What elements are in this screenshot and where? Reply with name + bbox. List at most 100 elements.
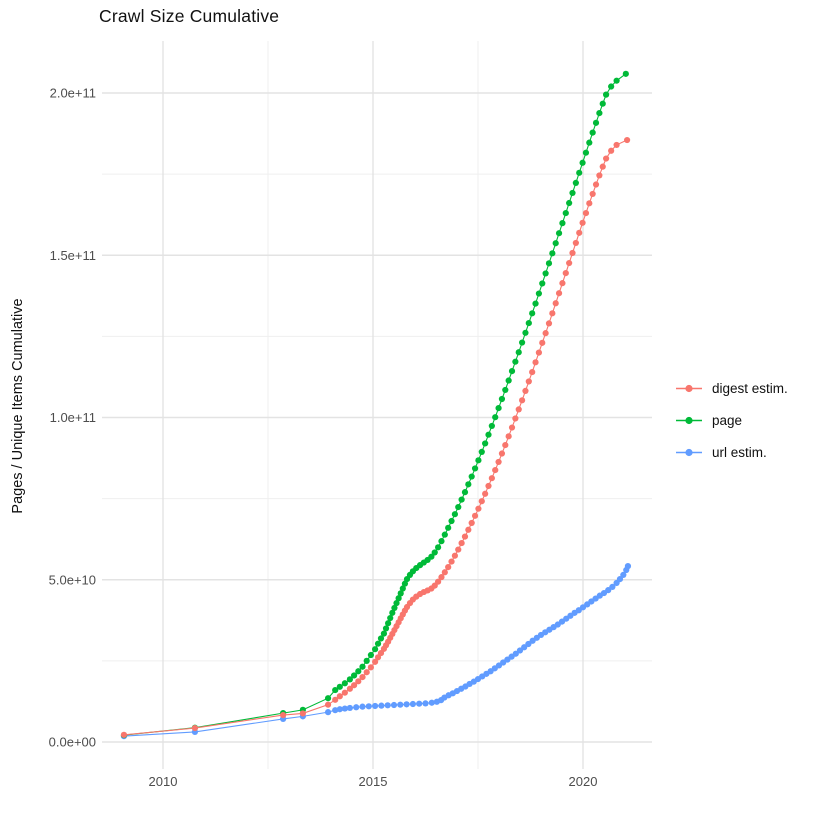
legend-label: page xyxy=(712,413,743,428)
data-point-page xyxy=(485,431,492,438)
data-point-digest-estim xyxy=(435,578,442,585)
y-tick-label: 1.0e+11 xyxy=(50,410,96,425)
data-point-digest-estim xyxy=(529,368,536,376)
data-point-digest-estim xyxy=(455,546,462,553)
data-point-page xyxy=(351,672,358,679)
data-point-url-estim xyxy=(390,701,398,709)
data-point-page xyxy=(341,680,348,687)
data-point-digest-estim xyxy=(346,685,353,692)
data-point-page xyxy=(495,404,502,412)
data-point-digest-estim xyxy=(451,552,458,559)
data-point-page xyxy=(566,199,573,207)
data-point-digest-estim xyxy=(458,539,465,547)
data-point-page xyxy=(582,149,590,156)
data-point-digest-estim xyxy=(603,155,610,162)
data-point-page xyxy=(502,386,509,394)
data-point-url-estim xyxy=(605,587,612,594)
data-point-digest-estim xyxy=(512,415,519,422)
data-point-page xyxy=(455,503,462,511)
data-point-digest-estim xyxy=(482,490,489,497)
y-tick-label: 5.0e+10 xyxy=(49,572,96,587)
data-point-page xyxy=(435,544,442,551)
legend-key-dot xyxy=(685,416,693,425)
data-point-url-estim xyxy=(336,706,343,713)
data-point-page xyxy=(393,600,400,607)
legend-item-url-estim: url estim. xyxy=(676,442,788,463)
data-point-url-estim xyxy=(516,647,524,654)
data-point-page xyxy=(572,179,579,186)
data-point-page xyxy=(395,595,402,602)
data-point-page xyxy=(592,119,600,126)
data-point-digest-estim xyxy=(522,387,529,394)
data-point-digest-estim xyxy=(596,172,603,179)
data-point-page xyxy=(478,448,485,455)
data-point-url-estim xyxy=(378,702,385,709)
data-point-digest-estim xyxy=(525,378,532,385)
legend-item-digest-estim: digest estim. xyxy=(676,378,788,399)
data-point-page xyxy=(559,220,566,227)
y-tick-label: 0.0e+00 xyxy=(49,735,96,750)
data-point-digest-estim xyxy=(592,181,600,188)
data-point-page xyxy=(374,640,382,647)
data-point-page xyxy=(535,290,543,297)
data-point-url-estim xyxy=(416,700,423,707)
data-point-page xyxy=(532,300,539,307)
data-point-url-estim xyxy=(365,703,372,710)
data-point-digest-estim xyxy=(582,209,590,217)
legend-key-icon xyxy=(676,384,702,393)
data-point-page xyxy=(324,695,332,702)
data-point-page xyxy=(367,651,374,659)
data-point-digest-estim xyxy=(542,330,549,337)
data-point-page xyxy=(372,646,379,653)
data-point-digest-estim xyxy=(367,664,374,671)
data-point-page xyxy=(387,614,394,622)
data-point-digest-estim xyxy=(586,200,593,207)
data-point-page xyxy=(380,630,388,637)
data-point-digest-estim xyxy=(519,397,526,404)
data-point-digest-estim xyxy=(576,229,583,236)
data-point-url-estim xyxy=(428,699,435,706)
data-point-url-estim xyxy=(324,709,332,716)
data-point-digest-estim xyxy=(471,512,479,519)
data-point-page xyxy=(475,457,482,464)
data-point-digest-estim xyxy=(562,269,569,277)
legend-key-icon xyxy=(676,448,702,457)
data-point-digest-estim xyxy=(608,147,615,154)
data-point-digest-estim xyxy=(336,693,343,700)
data-point-digest-estim xyxy=(589,190,596,198)
data-point-digest-estim xyxy=(555,290,563,297)
data-point-page xyxy=(562,209,569,217)
data-point-page xyxy=(438,538,445,545)
chart-title: Crawl Size Cumulative xyxy=(99,6,280,26)
data-point-page xyxy=(431,549,438,556)
data-point-url-estim xyxy=(620,571,627,578)
data-point-page xyxy=(332,686,339,694)
data-point-page xyxy=(448,517,455,525)
data-point-page xyxy=(355,668,362,675)
data-point-digest-estim xyxy=(363,669,370,676)
data-point-url-estim xyxy=(609,583,616,590)
data-point-digest-estim xyxy=(492,466,499,474)
data-point-digest-estim xyxy=(508,424,516,431)
data-point-url-estim xyxy=(409,700,416,708)
legend-label: digest estim. xyxy=(712,381,788,396)
data-point-page xyxy=(468,473,475,480)
data-point-page xyxy=(465,481,472,488)
data-point-url-estim xyxy=(624,563,632,570)
data-point-digest-estim xyxy=(559,280,566,287)
data-point-digest-estim xyxy=(535,349,543,356)
data-point-digest-estim xyxy=(478,498,485,505)
y-tick-label: 2.0e+11 xyxy=(50,86,96,101)
data-point-page xyxy=(441,531,448,538)
data-point-digest-estim xyxy=(579,219,586,226)
data-point-page xyxy=(599,100,606,107)
data-point-page xyxy=(579,159,586,166)
data-point-digest-estim xyxy=(488,475,495,482)
data-point-page xyxy=(346,676,353,683)
data-point-page xyxy=(552,240,559,247)
legend-item-page: page xyxy=(676,410,788,431)
data-point-digest-estim xyxy=(191,724,199,732)
data-point-page xyxy=(391,604,398,612)
data-point-page xyxy=(549,250,556,257)
data-point-digest-estim xyxy=(599,163,606,170)
